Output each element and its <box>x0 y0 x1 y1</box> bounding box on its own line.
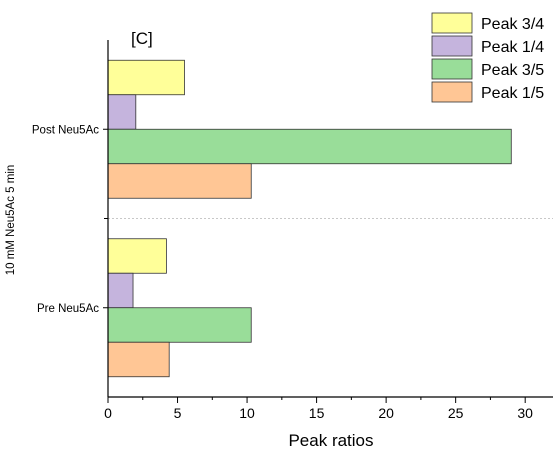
x-tick-label: 30 <box>517 405 533 421</box>
x-tick-label: 10 <box>239 405 255 421</box>
legend-swatch <box>431 12 473 34</box>
bar-peak-1-4-post-neu5ac <box>107 94 137 130</box>
legend-label: Peak 1/4 <box>481 39 544 56</box>
legend-swatch <box>431 35 473 57</box>
bar-peak-1-5-post-neu5ac <box>107 163 252 199</box>
y-tick-label: Post Neu5Ac <box>32 124 99 136</box>
legend-swatch <box>431 81 473 103</box>
bar-peak-3-5-post-neu5ac <box>107 128 512 165</box>
bar-peak-3-5-pre-neu5ac <box>107 307 252 343</box>
x-tick-label: 0 <box>104 405 112 421</box>
panel-label: [C] <box>131 29 153 48</box>
y-tick-label: Pre Neu5Ac <box>37 303 99 315</box>
plot-area: Post Neu5Ac Pre Neu5Ac 0 5 10 15 20 25 30 <box>32 40 553 421</box>
x-tick-label: 15 <box>309 405 325 421</box>
x-axis-label: Peak ratios <box>288 431 373 450</box>
bar-peak-3-4-pre-neu5ac <box>107 238 167 274</box>
x-tick-label: 25 <box>448 405 464 421</box>
legend-label: Peak 3/4 <box>481 16 544 33</box>
legend-swatch <box>431 58 473 80</box>
bar-peak-3-4-post-neu5ac <box>107 59 185 96</box>
bar-peak-1-4-pre-neu5ac <box>107 272 134 309</box>
bar-peak-1-5-pre-neu5ac <box>107 341 170 378</box>
legend: Peak 3/4 Peak 1/4 Peak 3/5 Peak 1/5 <box>431 12 544 103</box>
legend-label: Peak 3/5 <box>481 62 544 79</box>
y-axis-label: 10 mM Neu5Ac 5 min <box>5 165 17 276</box>
legend-label: Peak 1/5 <box>481 85 544 102</box>
x-tick-label: 5 <box>174 405 182 421</box>
x-tick-label: 20 <box>378 405 394 421</box>
